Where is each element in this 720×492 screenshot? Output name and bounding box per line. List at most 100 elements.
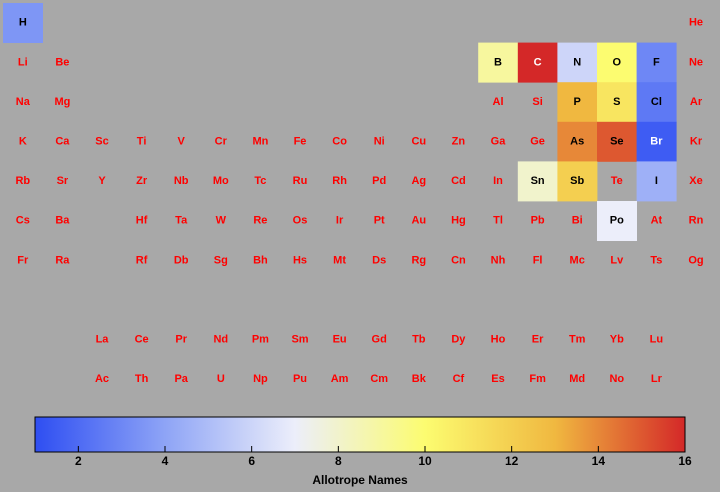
- element-symbol: Sr: [57, 175, 69, 187]
- element-symbol: Fl: [533, 254, 543, 266]
- element-symbol: Dy: [451, 334, 466, 346]
- element-symbol: Yb: [610, 334, 624, 346]
- element-symbol: As: [570, 136, 584, 148]
- element-symbol: Db: [174, 254, 189, 266]
- element-cell: [597, 42, 637, 83]
- element-symbol: Sm: [291, 334, 308, 346]
- element-symbol: Nb: [174, 175, 189, 187]
- element-symbol: Hg: [451, 215, 466, 227]
- element-symbol: Sn: [531, 175, 545, 187]
- element-symbol: Pd: [372, 175, 386, 187]
- element-symbol: Ti: [137, 136, 147, 148]
- element-symbol: Cf: [453, 373, 465, 385]
- element-symbol: At: [651, 215, 663, 227]
- element-symbol: Kr: [690, 136, 703, 148]
- element-symbol: Ru: [293, 175, 308, 187]
- element-symbol: Tb: [412, 334, 426, 346]
- element-symbol: Cl: [651, 96, 662, 108]
- element-cell: [636, 121, 677, 162]
- element-symbol: Pb: [531, 215, 545, 227]
- element-cell: [597, 82, 637, 123]
- element-symbol: In: [493, 175, 503, 187]
- element-symbol: Mt: [333, 254, 346, 266]
- element-cell: [557, 161, 598, 202]
- element-symbol: Ne: [689, 56, 703, 68]
- element-symbol: Mc: [570, 254, 585, 266]
- element-symbol: Mn: [252, 136, 268, 148]
- element-symbol: Pu: [293, 373, 307, 385]
- element-symbol: F: [653, 56, 660, 68]
- element-symbol: Ar: [690, 96, 703, 108]
- element-symbol: Tc: [254, 175, 266, 187]
- element-symbol: Re: [253, 215, 267, 227]
- colorbar-tick-label: 14: [592, 454, 606, 468]
- element-symbol: Ir: [336, 215, 344, 227]
- element-cell: [557, 82, 598, 123]
- element-symbol: O: [613, 56, 622, 68]
- element-symbol: Hf: [136, 215, 148, 227]
- element-symbol: Es: [491, 373, 504, 385]
- element-symbol: Ni: [374, 136, 385, 148]
- element-symbol: Lr: [651, 373, 663, 385]
- element-symbol: Fe: [294, 136, 307, 148]
- element-cell: [557, 121, 598, 162]
- colorbar-tick-label: 8: [335, 454, 342, 468]
- element-symbol: Ho: [491, 334, 506, 346]
- element-symbol: Th: [135, 373, 149, 385]
- colorbar-tick-label: 12: [505, 454, 519, 468]
- element-symbol: V: [178, 136, 186, 148]
- element-symbol: Se: [610, 136, 623, 148]
- element-cell: [636, 82, 677, 123]
- element-symbol: Rf: [136, 254, 148, 266]
- element-symbol: Sg: [214, 254, 228, 266]
- element-symbol: Ta: [175, 215, 188, 227]
- element-symbol: Mg: [54, 96, 70, 108]
- element-cell: [517, 161, 558, 202]
- element-symbol: B: [494, 56, 502, 68]
- colorbar: [34, 416, 686, 453]
- element-cell: [636, 161, 677, 202]
- element-symbol: Gd: [372, 334, 387, 346]
- element-symbol: Cn: [451, 254, 466, 266]
- element-symbol: Cd: [451, 175, 466, 187]
- element-symbol: Cu: [411, 136, 426, 148]
- element-symbol: Na: [16, 96, 31, 108]
- element-symbol: La: [96, 334, 110, 346]
- element-symbol: Hs: [293, 254, 307, 266]
- element-symbol: Ce: [135, 334, 149, 346]
- element-cell: [557, 42, 598, 83]
- element-symbol: Cr: [215, 136, 228, 148]
- element-symbol: Ac: [95, 373, 109, 385]
- colorbar-tick-label: 2: [75, 454, 82, 468]
- element-symbol: N: [573, 56, 581, 68]
- element-cell: [3, 3, 43, 43]
- element-cell: [597, 121, 637, 162]
- element-symbol: Tl: [493, 215, 503, 227]
- element-symbol: Rh: [332, 175, 347, 187]
- element-symbol: Ts: [650, 254, 662, 266]
- element-cell: [517, 42, 558, 83]
- element-symbol: Ag: [411, 175, 426, 187]
- element-symbol: Cs: [16, 215, 30, 227]
- element-symbol: Bi: [572, 215, 583, 227]
- element-symbol: Sb: [570, 175, 584, 187]
- element-symbol: Tm: [569, 334, 586, 346]
- element-symbol: Al: [493, 96, 504, 108]
- element-symbol: Ge: [530, 136, 545, 148]
- element-symbol: U: [217, 373, 225, 385]
- element-symbol: Nh: [491, 254, 506, 266]
- element-symbol: Au: [411, 215, 426, 227]
- element-symbol: Er: [532, 334, 544, 346]
- element-symbol: Am: [331, 373, 349, 385]
- element-symbol: He: [689, 17, 703, 29]
- element-symbol: Rn: [689, 215, 704, 227]
- element-symbol: Co: [332, 136, 347, 148]
- element-symbol: Ra: [55, 254, 70, 266]
- element-symbol: Fr: [17, 254, 29, 266]
- element-symbol: K: [19, 136, 27, 148]
- element-symbol: Zn: [452, 136, 466, 148]
- element-symbol: Br: [650, 136, 663, 148]
- element-symbol: Bk: [412, 373, 427, 385]
